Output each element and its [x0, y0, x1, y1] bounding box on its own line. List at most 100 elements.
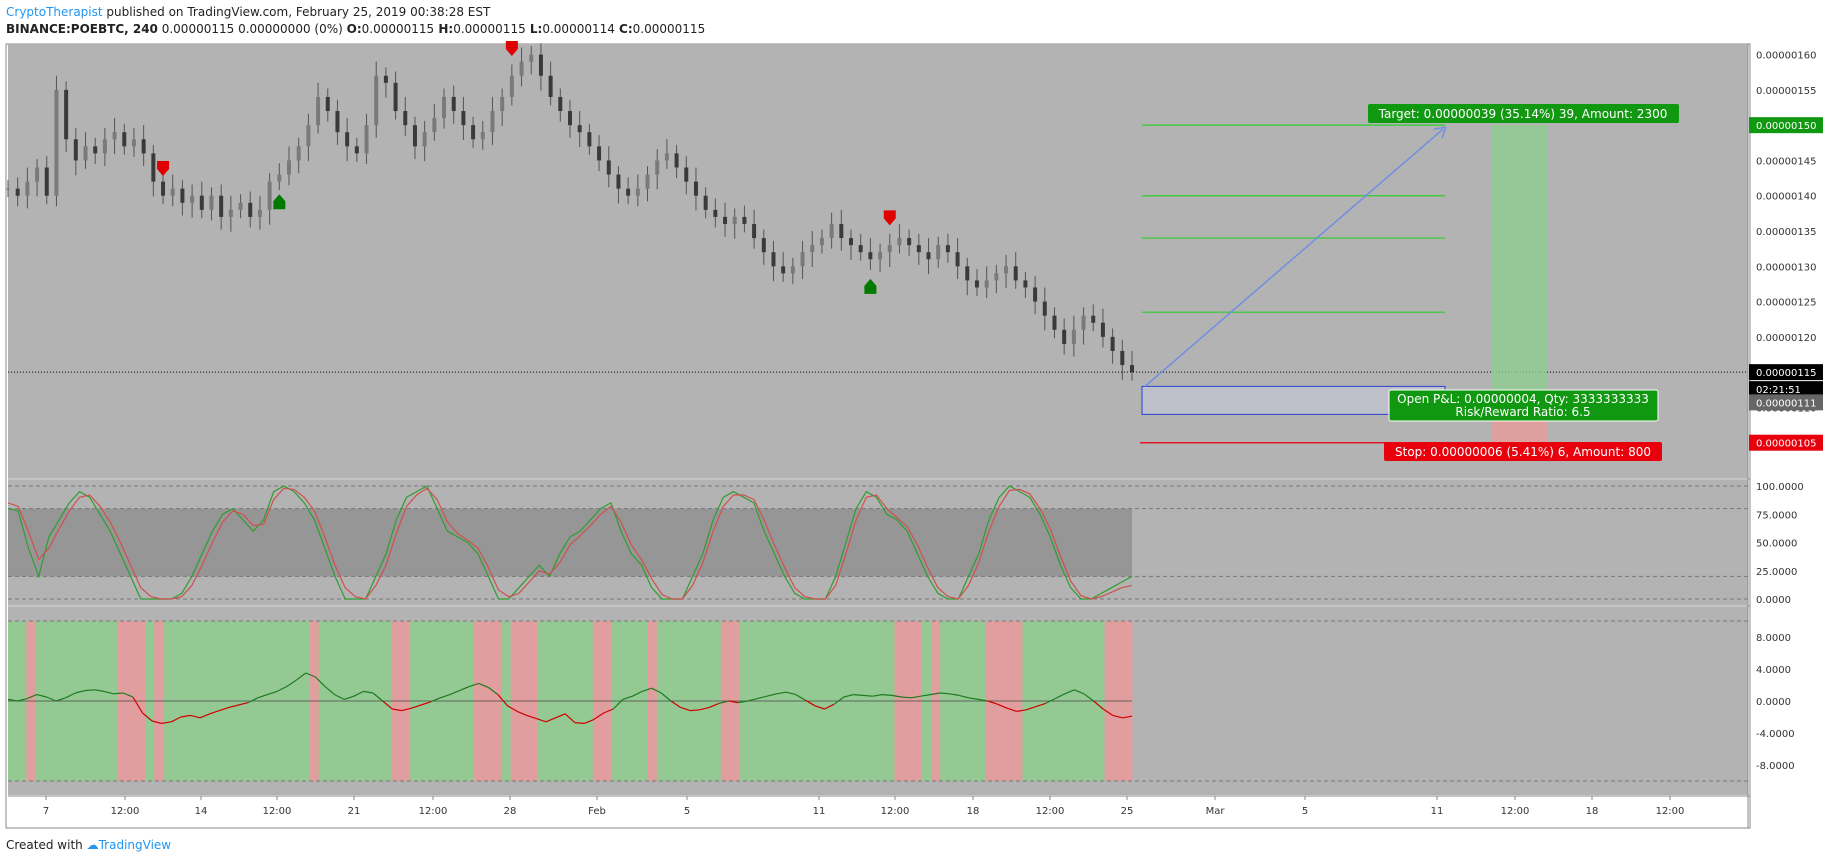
oscillator-line: [709, 702, 720, 708]
sell-signal-icon: [883, 210, 896, 226]
oscillator-line: [1026, 706, 1037, 711]
countdown-tag: 02:21:51: [1756, 385, 1801, 396]
price-tick-label: 0.00000130: [1756, 262, 1816, 273]
stochastic-panel: [7, 480, 1748, 605]
oscillator-line: [507, 705, 518, 712]
candle-body: [723, 216, 728, 224]
oscillator-line: [680, 706, 691, 712]
candle-body: [868, 252, 873, 260]
candle-body: [122, 132, 127, 147]
oscillator-line: [853, 694, 864, 696]
oscillator-line: [449, 690, 460, 696]
oscillator-line: [1045, 698, 1056, 704]
price-tick-label: 0.00000155: [1756, 86, 1816, 97]
price-tick-label: 0.00000140: [1756, 192, 1816, 203]
oscillator-line: [958, 694, 969, 699]
oscillator-line: [440, 694, 451, 699]
candle-body: [374, 75, 379, 126]
last-price-tag: 0.00000115: [1756, 368, 1816, 379]
x-tick-label: Feb: [588, 806, 606, 817]
candle-body: [306, 125, 311, 147]
tradingview-brand[interactable]: TradingView: [98, 838, 172, 852]
price-tick-label: 0.00000120: [1756, 333, 1816, 344]
candle-body: [558, 96, 563, 112]
candle-body: [1130, 365, 1134, 373]
candle-body: [849, 238, 853, 246]
close-value: 0.00000115: [632, 22, 706, 36]
oscillator-line: [632, 690, 643, 697]
candle-body: [500, 96, 505, 112]
stochastic-tick-label: 75.0000: [1756, 510, 1797, 521]
oscillator-line: [392, 708, 402, 712]
oscillator-line: [882, 694, 892, 696]
oscillator-line: [75, 690, 86, 694]
candle-body: [83, 146, 88, 161]
candle-body: [248, 202, 253, 217]
sell-signal-icon: [505, 41, 518, 57]
oscillator-line: [94, 689, 105, 692]
candle-body: [529, 54, 534, 62]
symbol-name: BINANCE:POEBTC, 240: [6, 22, 158, 36]
target-price-tag-bg: [1749, 117, 1823, 134]
oscillator-line: [420, 701, 431, 706]
oscillator-line: [690, 709, 700, 712]
x-tick-label: 18: [1586, 806, 1599, 817]
candle-body: [597, 146, 602, 161]
published-text: published on TradingView.com, February 2…: [102, 5, 491, 19]
tradingview-logo-icon[interactable]: ☁: [86, 838, 99, 852]
candle-body: [112, 132, 117, 140]
x-tick-label: 5: [684, 806, 690, 817]
oscillator-line: [363, 690, 374, 694]
oscillator-line: [382, 700, 393, 710]
candle-body: [422, 132, 427, 147]
oscillator-line: [487, 686, 499, 696]
oscillator-line: [747, 698, 758, 702]
oscillator-line: [987, 700, 998, 705]
candle-body: [538, 54, 543, 76]
oscillator-line: [612, 698, 624, 710]
candle-body: [548, 75, 553, 97]
candle-body: [93, 146, 98, 154]
x-tick-label: 12:00: [263, 806, 292, 817]
candle-body: [752, 223, 757, 239]
candle-body: [965, 266, 970, 281]
candle-body: [635, 188, 640, 196]
oscillator-line: [1122, 715, 1133, 719]
oscillator-line: [786, 691, 796, 696]
candle-body: [161, 181, 166, 196]
candle-body: [568, 111, 572, 126]
x-tick-label: 11: [1431, 806, 1444, 817]
candle-body: [577, 125, 582, 133]
oscillator-line: [516, 710, 527, 716]
oscillator-line: [459, 686, 470, 692]
stochastic-tick-label: 0.0000: [1756, 595, 1791, 606]
oscillator-line: [699, 706, 710, 711]
position-overlay[interactable]: Target: 0.00000039 (35.14%) 39, Amount: …: [1140, 104, 1679, 461]
oscillator-line: [344, 695, 355, 700]
price-tick-label: 0.00000135: [1756, 227, 1816, 238]
candle-body: [1013, 266, 1018, 281]
candle-body: [878, 252, 883, 260]
oscillator-line: [1102, 708, 1114, 716]
candle-body: [354, 146, 359, 154]
candle-body: [936, 245, 941, 260]
candle-body: [35, 167, 40, 182]
candle-body: [1120, 350, 1125, 366]
oscillator-line: [161, 721, 172, 724]
oscillator-line: [334, 694, 345, 700]
oscillator-line: [478, 682, 489, 688]
oscillator-line: [372, 692, 384, 702]
oscillator-tick-label: -8.0000: [1756, 761, 1795, 772]
oscillator-line: [1112, 714, 1123, 719]
oscillator-line: [55, 697, 66, 702]
footer: Created with ☁TradingView: [6, 838, 171, 852]
candle-body: [839, 223, 844, 239]
oscillator-line: [1016, 709, 1027, 712]
candle-body: [703, 195, 708, 210]
candle-body: [364, 125, 369, 154]
oscillator-line: [738, 700, 748, 704]
author-link[interactable]: CryptoTherapist: [6, 5, 103, 19]
candle-body: [267, 181, 272, 210]
candle-body: [800, 252, 805, 267]
